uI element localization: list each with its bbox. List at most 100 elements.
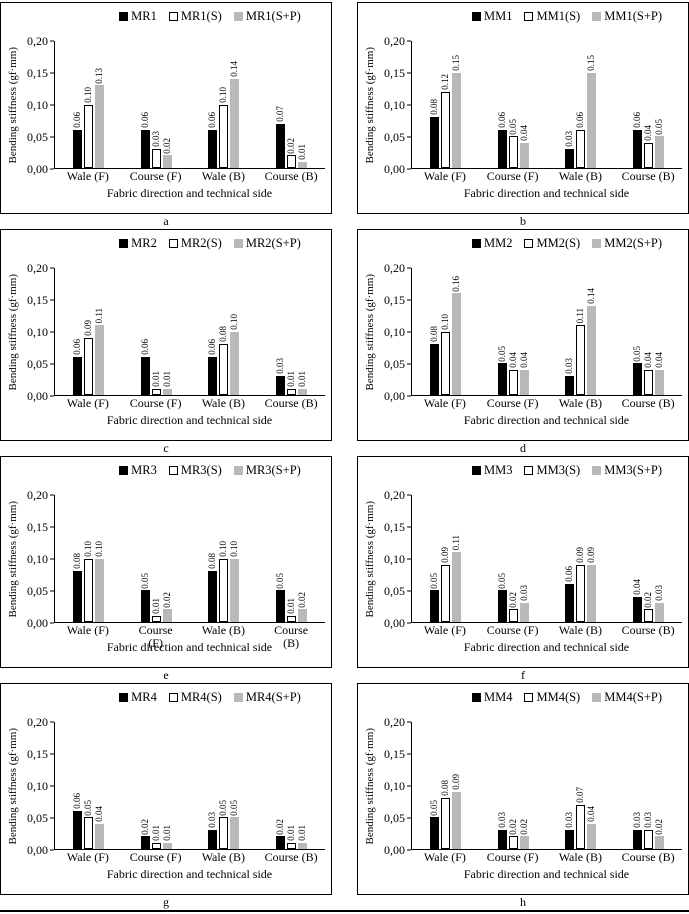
bar-wrapper: 0.01 xyxy=(150,268,161,395)
bar-value-label: 0.14 xyxy=(586,288,597,305)
legend-swatch xyxy=(119,692,129,702)
bar xyxy=(519,836,529,849)
y-tick-mark xyxy=(407,590,411,592)
bar-value-label: 0.02 xyxy=(161,137,172,154)
x-tick-label: Course (F) xyxy=(122,624,190,649)
bar-wrapper: 0.06 xyxy=(72,41,83,168)
y-tick-label: 0,10 xyxy=(384,98,405,112)
bar-value-label: 0.05 xyxy=(496,572,507,589)
bar-value-label: 0.04 xyxy=(94,805,105,822)
x-tick-text: Wale (B) xyxy=(558,396,603,410)
bar-value-label: 0.04 xyxy=(631,578,642,595)
y-axis: 0,00 0,05 0,10 0,15 0,20 xyxy=(20,489,54,629)
legend-swatch xyxy=(471,692,481,702)
bar-wrapper: 0.03 xyxy=(564,268,575,395)
bar xyxy=(84,104,94,168)
legend-swatch xyxy=(119,11,129,21)
legend-label: MM1(S+P) xyxy=(604,8,662,23)
bar-value-label: 0.02 xyxy=(139,818,150,835)
bar xyxy=(497,129,507,168)
x-tick-label: Wale (B) xyxy=(190,397,258,413)
bar-value-label: 0.01 xyxy=(285,370,296,387)
plot-area: 0.06 0.10 0.13 0.06 0.03 0.02 0.06 0.10 0.14 0.07… xyxy=(54,41,325,169)
x-axis-title: Fabric direction and technical side xyxy=(463,186,630,200)
bar xyxy=(430,117,440,168)
bar xyxy=(565,829,575,849)
bar-wrapper: 0.05 xyxy=(275,495,285,622)
x-tick-label: Wale (B) xyxy=(547,170,615,186)
legend-item: MM1(S) xyxy=(524,9,580,24)
bar xyxy=(508,369,518,395)
bar xyxy=(430,590,440,622)
plot-area: 0.05 0.09 0.11 0.05 0.02 0.03 0.06 0.09 0.09 0.04… xyxy=(411,495,682,623)
plot-area: 0.05 0.08 0.09 0.03 0.02 0.02 0.03 0.07 0.04 0.03… xyxy=(411,722,682,850)
y-tick-label: 0,05 xyxy=(384,130,405,144)
x-tick-text: Course (B) xyxy=(621,850,675,864)
bar-wrapper: 0.10 xyxy=(94,495,105,622)
y-tick-label: 0,10 xyxy=(384,779,405,793)
bar-value-label: 0.03 xyxy=(564,358,575,374)
x-tick-text: Course (B) xyxy=(264,850,318,864)
bar-group: 0.03 0.03 0.02 xyxy=(615,722,683,849)
bar-wrapper: 0.14 xyxy=(586,268,597,395)
x-tick-label: Wale (B) xyxy=(190,851,258,867)
bar xyxy=(219,558,229,622)
bar-wrapper: 0.03 xyxy=(631,722,642,849)
y-tick-label: 0,15 xyxy=(384,747,405,761)
legend-label: MR4(S) xyxy=(180,689,222,704)
y-axis-title-wrap: Bending stiffness (gf·mm) xyxy=(362,268,377,396)
x-tick-text: Course (B) xyxy=(264,396,318,410)
bar-value-label: 0.15 xyxy=(586,55,597,71)
y-tick-mark xyxy=(50,267,54,269)
bar-wrapper: 0.05 xyxy=(140,495,150,622)
y-tick-mark xyxy=(50,526,54,528)
bar xyxy=(208,571,218,622)
x-tick-label: Course (B) xyxy=(614,851,682,867)
bar-value-label: 0.01 xyxy=(150,824,161,841)
bar xyxy=(497,590,507,622)
legend-label: MR3 xyxy=(131,462,157,477)
bar-value-label: 0.11 xyxy=(451,534,462,551)
bar-value-label: 0.06 xyxy=(139,339,150,355)
x-tick-label: Course (B) xyxy=(614,624,682,640)
y-tick-mark xyxy=(50,753,54,755)
bar xyxy=(230,817,240,849)
bar xyxy=(508,136,518,168)
y-tick-mark xyxy=(407,267,411,269)
legend-swatch xyxy=(168,465,178,475)
y-tick-mark xyxy=(407,168,411,170)
y-tick-label: 0,05 xyxy=(384,357,405,371)
bar-value-label: 0.12 xyxy=(440,74,451,90)
bar-value-label: 0.08 xyxy=(218,326,229,343)
bar-value-label: 0.06 xyxy=(207,339,218,355)
bar-wrapper: 0.07 xyxy=(575,722,586,849)
panel-letter: a xyxy=(163,214,169,228)
bar-wrapper: 0.01 xyxy=(162,268,172,395)
bar-wrapper: 0.15 xyxy=(451,41,462,168)
y-axis: 0,00 0,05 0,10 0,15 0,20 xyxy=(20,716,54,856)
bar-wrapper: 0.01 xyxy=(286,722,296,849)
bar-group: 0.03 0.07 0.04 xyxy=(547,722,615,849)
x-tick-label: Wale (F) xyxy=(411,624,479,640)
bar xyxy=(441,798,451,849)
y-tick-label: 0,20 xyxy=(384,261,405,275)
x-tick-text: Course (F) xyxy=(129,169,182,183)
y-tick-label: 0,15 xyxy=(384,66,405,80)
bar xyxy=(151,148,161,168)
bar xyxy=(208,129,218,168)
y-axis-title: Bending stiffness (gf·mm) xyxy=(363,46,376,164)
chart-panel: MM2 MM2(S) MM2(S+P) Bending stiffness (gf·… xyxy=(357,229,689,441)
bar-value-label: 0.01 xyxy=(150,370,161,387)
bar-wrapper: 0.02 xyxy=(654,722,664,849)
bar-wrapper: 0.03 xyxy=(564,722,575,849)
bar-value-label: 0.03 xyxy=(631,812,642,828)
x-tick-text: Course (B) xyxy=(621,623,675,637)
legend-label: MM4(S) xyxy=(536,689,581,704)
bar-wrapper: 0.10 xyxy=(218,495,229,622)
bar xyxy=(297,609,307,622)
bar-value-label: 0.10 xyxy=(94,540,105,557)
legend-item: MR1 xyxy=(119,9,157,24)
bar xyxy=(286,842,296,849)
bar xyxy=(297,161,307,168)
legend-label: MM1 xyxy=(483,8,513,23)
